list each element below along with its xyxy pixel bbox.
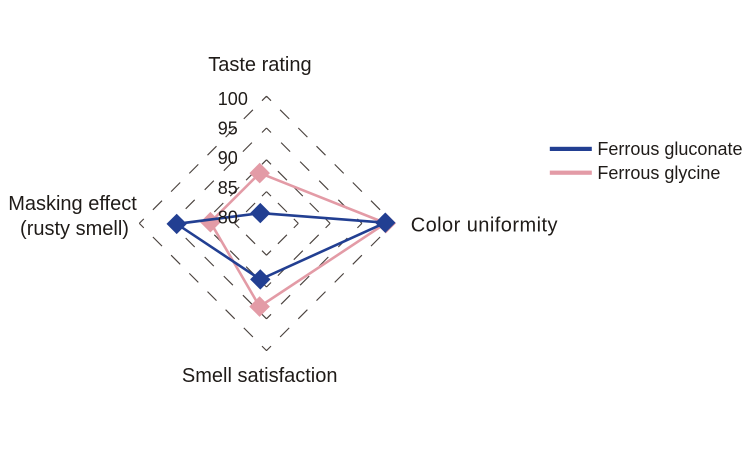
svg-text:Taste rating: Taste rating [208,54,311,76]
svg-text:Smell satisfaction: Smell satisfaction [182,365,338,387]
svg-text:100: 100 [218,89,248,109]
svg-text:80: 80 [218,208,238,228]
svg-text:95: 95 [218,119,238,139]
svg-text:Ferrous gluconate: Ferrous gluconate [597,139,742,159]
svg-text:Ferrous glycine: Ferrous glycine [597,163,720,183]
svg-text:Color uniformity: Color uniformity [411,215,558,237]
svg-text:Masking effect: Masking effect [8,193,137,215]
svg-text:85: 85 [218,178,238,198]
svg-text:(rusty smell): (rusty smell) [20,218,129,240]
svg-text:90: 90 [218,148,238,168]
